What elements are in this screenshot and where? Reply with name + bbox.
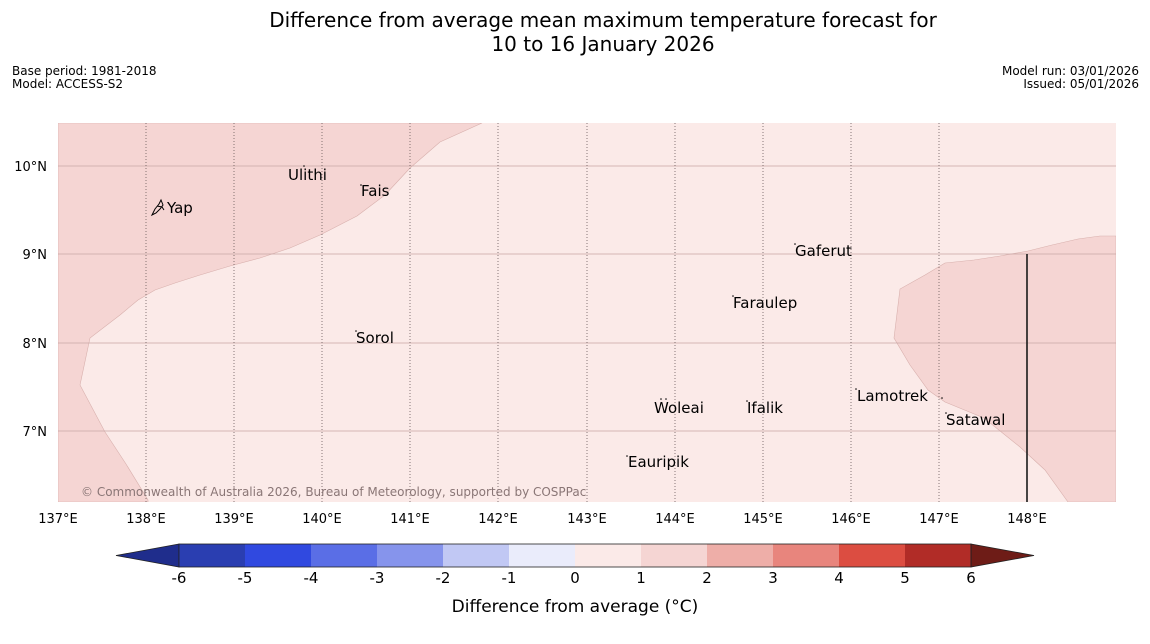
colorbar-bin-6 [509, 544, 575, 567]
colorbar-tick-labels: -6 -5 -4 -3 -2 -1 0 1 2 3 4 5 6 [172, 569, 976, 587]
colorbar-bin-10 [773, 544, 839, 567]
colorbar-bin-8 [641, 544, 707, 567]
lon-label-148e: 148°E [1007, 512, 1047, 527]
model-run: Model run: 03/01/2026 [1001, 64, 1139, 78]
dot-lamotrek [855, 388, 857, 390]
colorbar-bin-5 [443, 544, 509, 567]
place-lamotrek: Lamotrek [857, 387, 928, 405]
tick-6: 6 [966, 569, 976, 587]
lon-label-141e: 141°E [390, 512, 430, 527]
place-woleai: Woleai [654, 399, 704, 417]
meta-left: Base period: 1981-2018 Model: ACCESS-S2 [12, 65, 157, 91]
base-period: Base period: 1981-2018 [12, 64, 157, 78]
place-satawal: Satawal [946, 411, 1005, 429]
tick-0: 0 [570, 569, 580, 587]
lat-label-8n: 8°N [23, 337, 48, 352]
colorbar-bin-7 [575, 544, 641, 567]
title-line-2: 10 to 16 January 2026 [491, 32, 715, 56]
tick-minus-6: -6 [172, 569, 187, 587]
colorbar-bin-12 [905, 544, 971, 567]
lat-label-10n: 10°N [14, 160, 47, 175]
tick-minus-1: -1 [502, 569, 517, 587]
dot-lamotrek-2 [941, 397, 943, 399]
colorbar-bin-2 [245, 544, 311, 567]
colorbar-bin-11 [839, 544, 905, 567]
place-sorol: Sorol [356, 329, 394, 347]
dot-faraulep [732, 295, 734, 297]
region-1-to-2-west [58, 123, 483, 502]
meta-right: Model run: 03/01/2026 Issued: 05/01/2026 [1002, 65, 1139, 91]
lon-label-142e: 142°E [478, 512, 518, 527]
map-area: Yap Ulithi Fais Gaferut Faraulep Sorol L… [58, 123, 1116, 502]
colorbar-bin-9 [707, 544, 773, 567]
colorbar-bin-3 [311, 544, 377, 567]
lon-label-137e: 137°E [38, 512, 78, 527]
lat-label-9n: 9°N [23, 248, 48, 263]
dot-woleai-2 [665, 398, 667, 400]
lon-label-144e: 144°E [655, 512, 695, 527]
lon-label-140e: 140°E [302, 512, 342, 527]
dot-fais [360, 184, 362, 186]
place-eauripik: Eauripik [628, 453, 689, 471]
copyright-notice: © Commonwealth of Australia 2026, Bureau… [81, 485, 586, 499]
model-name: Model: ACCESS-S2 [12, 77, 124, 91]
dot-woleai [660, 398, 662, 400]
colorbar-frame [178, 543, 972, 568]
dot-ifalik [746, 400, 748, 402]
island-dots [303, 165, 947, 457]
lon-label-138e: 138°E [126, 512, 166, 527]
tick-2: 2 [702, 569, 712, 587]
tick-minus-4: -4 [304, 569, 319, 587]
lat-label-7n: 7°N [23, 425, 48, 440]
place-gaferut: Gaferut [795, 242, 852, 260]
longitude-labels: 137°E 138°E 139°E 140°E 141°E 142°E 143°… [38, 512, 1047, 527]
colorbar-title: Difference from average (°C) [452, 597, 699, 617]
issued-date: Issued: 05/01/2026 [1023, 77, 1139, 91]
lon-label-145e: 145°E [743, 512, 783, 527]
tick-4: 4 [834, 569, 844, 587]
dot-sorol [355, 330, 357, 332]
tick-minus-5: -5 [238, 569, 253, 587]
dot-ulithi [303, 165, 305, 167]
colorbar-bin-1 [179, 544, 245, 567]
region-1-to-2-east [893, 235, 1116, 502]
title-line-1: Difference from average mean maximum tem… [269, 8, 937, 32]
lon-label-143e: 143°E [567, 512, 607, 527]
colorbar-arrow-low [115, 543, 180, 568]
lon-label-147e: 147°E [919, 512, 959, 527]
tick-minus-3: -3 [370, 569, 385, 587]
longitude-gridlines [145, 123, 940, 502]
place-fais: Fais [361, 182, 390, 200]
dot-eauripik [626, 455, 628, 457]
lon-label-146e: 146°E [831, 512, 871, 527]
tick-1: 1 [636, 569, 646, 587]
colorbar: -6 -5 -4 -3 -2 -1 0 1 2 3 4 5 6 Differen… [115, 543, 1035, 617]
latitude-labels: 10°N 9°N 8°N 7°N [14, 160, 47, 440]
place-faraulep: Faraulep [733, 294, 797, 312]
lon-label-139e: 139°E [214, 512, 254, 527]
dot-gaferut [794, 243, 796, 245]
dot-satawal [945, 412, 947, 414]
yap-island-shape [150, 198, 165, 217]
place-labels: Yap Ulithi Fais Gaferut Faraulep Sorol L… [166, 166, 1005, 471]
place-ulithi: Ulithi [288, 166, 327, 184]
colorbar-bin-4 [377, 544, 443, 567]
tick-5: 5 [900, 569, 910, 587]
tick-3: 3 [768, 569, 778, 587]
tick-minus-2: -2 [436, 569, 451, 587]
colorbar-arrow-high [970, 543, 1035, 568]
map-title: Difference from average mean maximum tem… [0, 8, 1150, 56]
place-ifalik: Ifalik [747, 399, 783, 417]
place-yap: Yap [166, 199, 193, 217]
